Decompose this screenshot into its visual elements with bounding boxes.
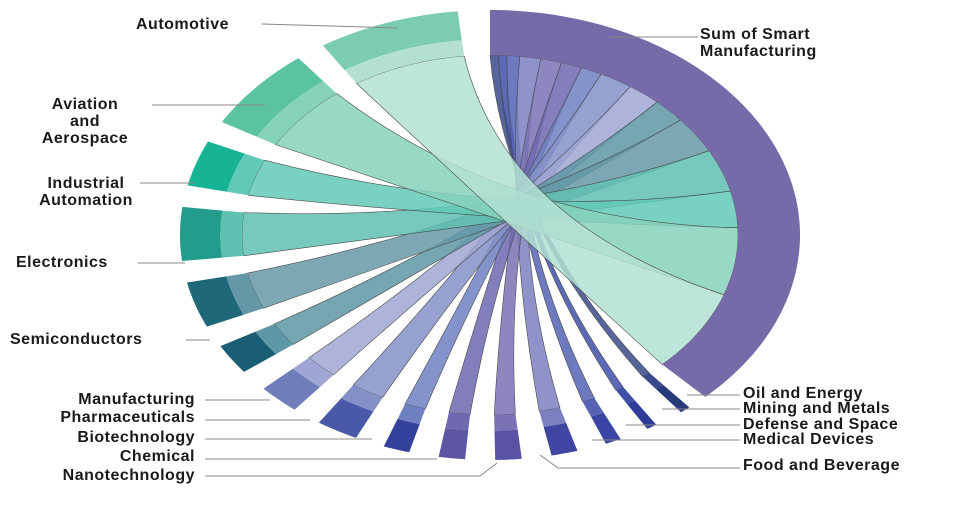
segment-outer-11 (180, 206, 223, 261)
segment-inner-12 (226, 153, 265, 196)
segment-outer-5 (438, 428, 469, 460)
segment-inner-8 (292, 357, 334, 387)
segment-outer-2 (590, 412, 621, 444)
segment-outer-12 (187, 141, 245, 192)
segment-outer-9 (220, 331, 276, 372)
segment-inner-1 (615, 386, 635, 404)
segment-outer-4 (494, 429, 522, 460)
segment-inner-11 (220, 210, 244, 258)
label-nanotechnology: Nanotechnology (62, 467, 195, 484)
label-oil: Oil and Energy (743, 385, 863, 402)
label-chemical: Chemical (119, 448, 195, 465)
segment-outer-1 (626, 400, 657, 429)
label-automotive: Automotive (136, 16, 229, 33)
label-manufacturing: Manufacturing (78, 391, 195, 408)
segment-inner-13 (256, 81, 337, 145)
label-pharmaceuticals: Pharmaceuticals (60, 409, 195, 426)
segment-outer-13 (221, 58, 324, 137)
segment-outer-8 (263, 368, 320, 410)
segment-outer-14 (322, 11, 462, 71)
segment-outer-6 (383, 418, 420, 453)
label-hub: Sum of Smart Manufacturing (700, 26, 817, 60)
segment-inner-5 (445, 412, 471, 431)
segment-outer-0 (656, 385, 690, 413)
label-food: Food and Beverage (743, 457, 900, 474)
segment-outer-3 (543, 422, 578, 456)
segment-inner-0 (642, 372, 664, 390)
segment-outer-10 (187, 276, 244, 327)
segment-inner-6 (397, 404, 426, 424)
label-defense: Defense and Space (743, 416, 899, 433)
chord-2 (506, 55, 595, 403)
label-aviation: Aviation and Aerospace (41, 96, 129, 147)
segment-inner-4 (494, 414, 518, 431)
hub-arc (490, 10, 800, 397)
label-industrial: Industrial Automation (39, 175, 133, 209)
segment-inner-10 (226, 273, 264, 315)
label-mining: Mining and Metals (743, 400, 891, 417)
segment-outer-7 (318, 398, 374, 438)
segment-inner-9 (255, 323, 294, 355)
label-electronics: Electronics (16, 254, 108, 271)
chord-4 (493, 58, 562, 416)
label-biotechnology: Biotechnology (77, 429, 195, 446)
segment-inner-2 (582, 398, 604, 417)
segment-inner-7 (341, 385, 383, 412)
label-medical: Medical Devices (743, 431, 875, 448)
segment-inner-3 (539, 407, 567, 427)
leader-line-1 (261, 23, 399, 29)
leader-line-15 (539, 454, 740, 469)
leader-line-10 (205, 462, 498, 477)
label-semiconductors: Semiconductors (10, 331, 143, 348)
segment-inner-14 (344, 40, 465, 84)
